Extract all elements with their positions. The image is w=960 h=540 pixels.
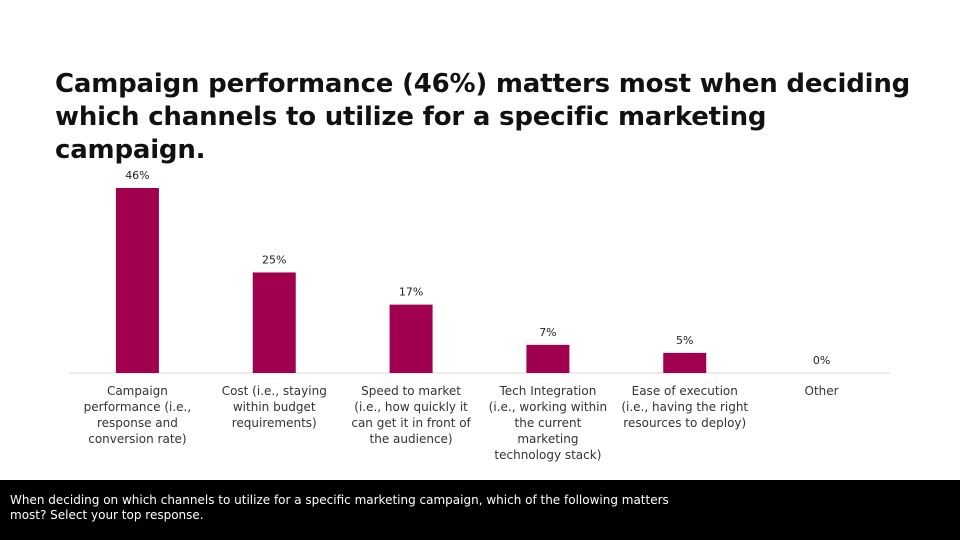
bar-1 [252,272,296,373]
category-label-1: Cost (i.e., staying within budget requirem… [222,384,327,430]
survey-question: When deciding on which channels to utili… [10,493,669,522]
category-label-2: Speed to market (i.e., how quickly it can … [351,384,471,446]
bar-2 [389,304,433,373]
category-label-3: Tech Integration (i.e., working within the… [489,384,607,462]
data-label-4: 5% [676,334,693,347]
category-label-5: Other [805,384,839,398]
data-label-0: 46% [125,169,149,182]
bar-chart: 46% Campaign performance (i.e., response an… [69,169,890,462]
footer-bar: When deciding on which channels to utili… [0,480,960,540]
bar-0 [115,188,159,373]
chart-title: Campaign performance (46%) matters most … [55,69,911,165]
data-label-3: 7% [539,326,556,339]
data-label-5: 0% [813,354,830,367]
bar-3 [526,344,570,373]
bar-4 [663,352,707,373]
category-label-4: Ease of execution (i.e., having the right… [621,384,748,430]
data-label-2: 17% [399,286,423,299]
category-label-0: Campaign performance (i.e., response and co… [84,384,192,446]
data-label-1: 25% [262,253,286,266]
